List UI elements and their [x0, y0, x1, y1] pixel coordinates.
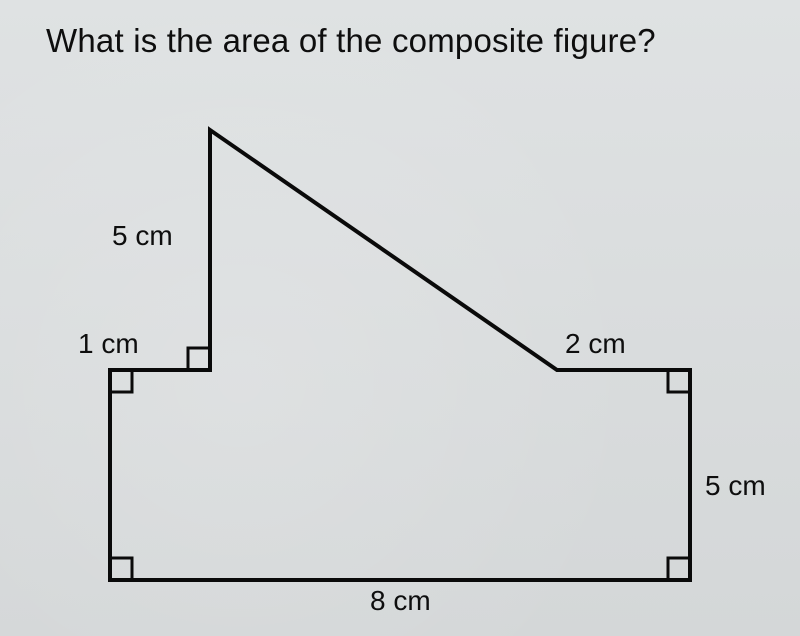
label-1cm-notch-left: 1 cm: [78, 328, 139, 360]
right-angle-marker-top-left: [110, 370, 132, 392]
label-5cm-right: 5 cm: [705, 470, 766, 502]
right-angle-marker-bottom-left: [110, 558, 132, 580]
figure-svg: [50, 90, 750, 620]
right-angle-marker-notch: [188, 348, 210, 370]
composite-figure: 5 cm 1 cm 2 cm 5 cm 8 cm: [50, 90, 750, 620]
right-angle-marker-top-right: [668, 370, 690, 392]
right-angle-marker-bottom-right: [668, 558, 690, 580]
label-8cm-bottom: 8 cm: [370, 585, 431, 617]
label-2cm-notch-right: 2 cm: [565, 328, 626, 360]
label-5cm-triangle: 5 cm: [112, 220, 173, 252]
question-text: What is the area of the composite figure…: [46, 22, 780, 60]
worksheet-page: What is the area of the composite figure…: [0, 0, 800, 636]
